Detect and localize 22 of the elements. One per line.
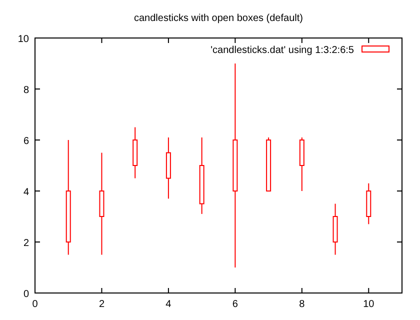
candlestick	[332, 203, 338, 256]
candlestick	[166, 136, 171, 200]
y-tick-label: 0	[23, 289, 30, 300]
x-tick-label: 8	[299, 299, 306, 310]
legend-label: 'candlesticks.dat' using 1:3:2:6:5	[210, 45, 354, 56]
x-tick-label: 6	[232, 299, 238, 310]
y-tick-label: 10	[18, 34, 30, 45]
candlestick	[366, 182, 372, 225]
y-tick-label: 8	[23, 85, 30, 96]
y-tick-label: 2	[23, 238, 30, 249]
candlestick	[99, 152, 104, 256]
chart-title: candlesticks with open boxes (default)	[134, 13, 303, 24]
candlestick	[66, 140, 71, 256]
candlestick	[199, 136, 204, 214]
x-tick-label: 10	[363, 299, 375, 310]
y-tick-label: 4	[23, 187, 30, 198]
y-tick-label: 6	[23, 136, 30, 147]
candlestick	[232, 63, 238, 268]
x-tick-label: 2	[98, 299, 105, 310]
x-tick-label: 0	[32, 299, 38, 310]
x-tick-label: 4	[166, 299, 172, 310]
candlestick	[132, 126, 138, 179]
